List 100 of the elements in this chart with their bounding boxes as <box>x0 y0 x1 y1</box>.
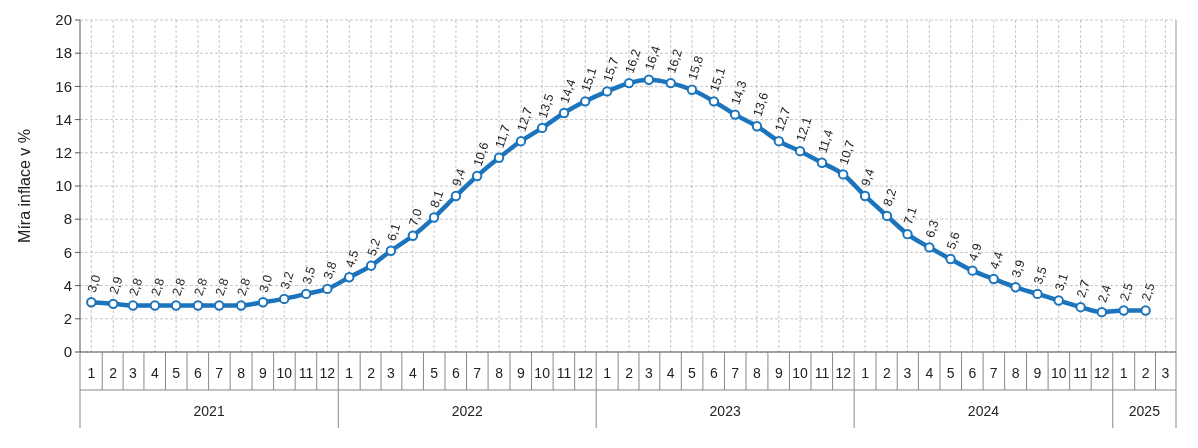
point <box>450 190 462 202</box>
data-label: 16,2 <box>622 47 644 76</box>
x-tick-label: 10 <box>534 365 551 381</box>
x-tick-label: 2 <box>883 365 892 381</box>
x-tick-label: 8 <box>753 365 762 381</box>
point <box>86 297 97 308</box>
data-label: 11,4 <box>815 128 837 155</box>
x-tick-label: 3 <box>129 365 138 381</box>
x-tick-label: 12 <box>1094 365 1110 381</box>
data-label: 15,7 <box>600 55 622 84</box>
x-tick-label: 2 <box>625 365 634 381</box>
x-tick-label: 6 <box>194 365 203 381</box>
x-tick-label: 1 <box>345 365 354 381</box>
data-label: 5,6 <box>944 230 963 251</box>
x-tick-label: 1 <box>861 365 870 381</box>
data-label: 15,8 <box>685 54 707 82</box>
x-tick-label: 4 <box>925 365 934 381</box>
point <box>902 228 913 240</box>
point <box>859 190 871 202</box>
x-tick-label: 9 <box>1033 365 1042 381</box>
text: 2024 <box>967 403 1000 419</box>
point <box>924 242 935 253</box>
point <box>170 300 182 311</box>
x-tick-label: 2 <box>1141 365 1150 381</box>
point <box>536 122 548 134</box>
x-tick-label: 4 <box>151 365 160 381</box>
y-tick-label: 10 <box>55 177 72 195</box>
data-label: 12,7 <box>772 105 794 134</box>
data-label: 3,9 <box>1009 258 1028 280</box>
x-tick-label: 1 <box>1119 365 1128 381</box>
data-label: 6,3 <box>922 218 942 240</box>
data-label: 2,8 <box>191 276 211 298</box>
data-label: 14,4 <box>557 77 579 105</box>
x-tick-label: 5 <box>688 365 697 381</box>
data-label: 12,7 <box>514 105 536 134</box>
x-tick-label: 11 <box>1073 365 1089 381</box>
point <box>127 300 139 311</box>
data-label: 2,8 <box>234 276 254 298</box>
data-label: 16,4 <box>642 44 664 72</box>
y-axis-title: Míra inflace v % <box>16 129 33 243</box>
point <box>1140 305 1151 316</box>
x-tick-label: 6 <box>709 365 718 381</box>
point <box>300 288 312 300</box>
x-tick-label: 8 <box>495 365 504 381</box>
data-label: 3,8 <box>320 259 340 281</box>
point <box>558 107 570 119</box>
point <box>515 135 527 147</box>
point <box>988 273 999 285</box>
data-label: 7,1 <box>901 205 920 227</box>
data-label: 8,1 <box>427 188 447 210</box>
data-label: 13,5 <box>535 92 557 120</box>
point <box>149 300 161 311</box>
x-tick-label: 12 <box>835 365 852 381</box>
x-tick-label: 3 <box>1161 365 1170 381</box>
x-tick-label: 4 <box>666 365 675 381</box>
point <box>751 121 763 132</box>
data-label: 2,9 <box>106 274 126 296</box>
y-tick-label: 6 <box>63 243 72 261</box>
point <box>108 298 119 310</box>
y-tick-label: 14 <box>55 110 72 128</box>
x-tick-label: 9 <box>259 365 268 381</box>
data-label: 9,4 <box>858 166 878 188</box>
point <box>322 283 333 295</box>
x-tick-label: 1 <box>87 365 96 381</box>
y-tick-label: 8 <box>63 210 72 228</box>
data-label: 7,0 <box>406 206 426 228</box>
data-label: 2,8 <box>169 276 189 298</box>
data-label: 4,4 <box>987 249 1006 271</box>
point <box>665 77 676 89</box>
x-tick-label: 5 <box>172 365 181 381</box>
x-tick-label: 5 <box>946 365 955 381</box>
x-tick-label: 3 <box>644 365 653 381</box>
data-label: 10,7 <box>836 138 858 167</box>
point <box>816 157 828 168</box>
x-tick-label: 7 <box>215 365 224 381</box>
x-tick-label: 9 <box>517 365 526 381</box>
point <box>945 253 956 265</box>
data-label: 9,4 <box>449 166 469 188</box>
x-tick-label: 6 <box>452 365 461 381</box>
y-tick-label: 16 <box>55 77 72 95</box>
point <box>1010 282 1021 293</box>
data-label: 2,8 <box>126 276 146 298</box>
point <box>601 86 613 97</box>
data-label: 15,1 <box>707 65 729 94</box>
data-label: 15,1 <box>578 65 600 94</box>
point <box>580 96 591 107</box>
x-tick-label: 7 <box>731 365 740 381</box>
point <box>623 77 635 89</box>
point <box>344 272 355 283</box>
point <box>1053 295 1064 306</box>
point <box>729 109 741 120</box>
data-label: 2,7 <box>1074 278 1093 300</box>
point <box>471 170 483 182</box>
point <box>1032 288 1043 300</box>
point <box>214 300 225 311</box>
x-tick-label: 11 <box>298 365 314 381</box>
data-label: 2,5 <box>1117 281 1136 303</box>
point <box>967 265 978 276</box>
x-tick-label: 3 <box>387 365 396 381</box>
data-label: 4,5 <box>342 248 362 270</box>
